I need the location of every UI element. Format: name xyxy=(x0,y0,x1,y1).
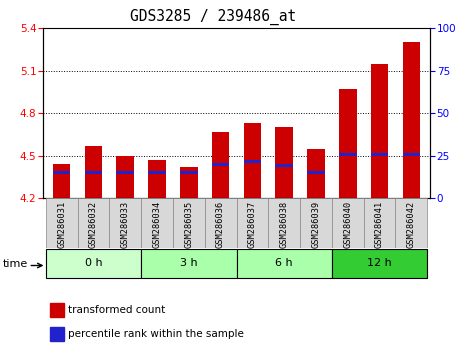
Bar xyxy=(116,156,134,198)
Bar xyxy=(236,198,268,248)
Bar xyxy=(403,42,420,198)
Bar xyxy=(371,153,388,156)
Text: GSM286034: GSM286034 xyxy=(152,201,161,248)
Text: 0 h: 0 h xyxy=(85,258,102,268)
Bar xyxy=(180,171,198,174)
Bar xyxy=(364,198,395,248)
Text: 12 h: 12 h xyxy=(367,258,392,268)
Bar xyxy=(332,198,364,248)
Text: GSM286040: GSM286040 xyxy=(343,201,352,248)
Bar xyxy=(212,132,229,198)
Bar xyxy=(307,149,325,198)
Text: percentile rank within the sample: percentile rank within the sample xyxy=(68,329,244,339)
Bar xyxy=(85,171,102,174)
Bar xyxy=(148,171,166,174)
Bar xyxy=(141,249,236,278)
Text: GSM286038: GSM286038 xyxy=(280,201,289,248)
Bar xyxy=(244,160,261,163)
Text: GSM286036: GSM286036 xyxy=(216,201,225,248)
Bar xyxy=(332,249,427,278)
Bar xyxy=(46,198,78,248)
Bar xyxy=(212,162,229,166)
Bar xyxy=(109,198,141,248)
Bar xyxy=(50,303,64,317)
Bar xyxy=(244,123,261,198)
Bar xyxy=(339,89,357,198)
Bar xyxy=(268,198,300,248)
Text: transformed count: transformed count xyxy=(68,305,165,315)
Text: 3 h: 3 h xyxy=(180,258,198,268)
Bar xyxy=(141,198,173,248)
Bar xyxy=(205,198,236,248)
Bar xyxy=(53,171,70,174)
Text: GSM286033: GSM286033 xyxy=(121,201,130,248)
Text: GSM286032: GSM286032 xyxy=(89,201,98,248)
Bar xyxy=(339,153,357,156)
Text: GSM286037: GSM286037 xyxy=(248,201,257,248)
Bar xyxy=(403,153,420,156)
Bar xyxy=(395,198,427,248)
Bar xyxy=(173,198,205,248)
Text: GSM286031: GSM286031 xyxy=(57,201,66,248)
Bar xyxy=(148,160,166,198)
Bar xyxy=(50,327,64,341)
Bar xyxy=(85,146,102,198)
Text: GSM286039: GSM286039 xyxy=(312,201,321,248)
Text: GDS3285 / 239486_at: GDS3285 / 239486_at xyxy=(130,9,296,25)
Bar xyxy=(275,127,293,198)
Bar xyxy=(116,171,134,174)
Text: 6 h: 6 h xyxy=(275,258,293,268)
Text: GSM286041: GSM286041 xyxy=(375,201,384,248)
Bar xyxy=(236,249,332,278)
Bar xyxy=(307,171,325,174)
Bar xyxy=(275,164,293,167)
Text: GSM286035: GSM286035 xyxy=(184,201,193,248)
Bar xyxy=(180,167,198,198)
Text: time: time xyxy=(2,259,27,269)
Bar xyxy=(46,249,141,278)
Bar xyxy=(371,64,388,198)
Bar xyxy=(53,164,70,198)
Bar xyxy=(300,198,332,248)
Text: GSM286042: GSM286042 xyxy=(407,201,416,248)
Bar xyxy=(78,198,109,248)
